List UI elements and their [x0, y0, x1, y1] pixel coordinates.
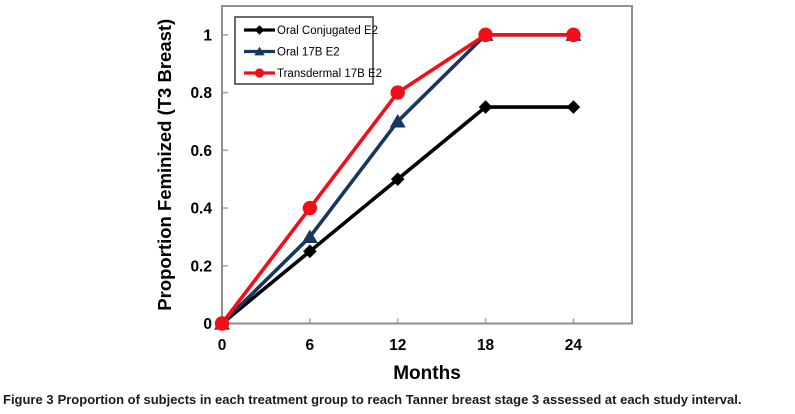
x-axis: 0 6 12 18 24 Months [218, 318, 583, 384]
legend-marker-triangle [254, 46, 265, 56]
x-tick-label: 6 [306, 337, 315, 354]
series-transdermal-17b-e2 [214, 27, 581, 331]
x-tick-label: 12 [389, 337, 406, 354]
x-tick-label: 24 [565, 337, 583, 354]
y-tick-label: 0.6 [190, 143, 212, 160]
legend-item-oral-conjugated-e2: Oral Conjugated E2 [244, 25, 378, 37]
data-point-marker [566, 27, 581, 43]
legend-label: Transdermal 17B E2 [277, 68, 382, 80]
plot-border [221, 5, 633, 325]
x-axis-title: Months [393, 363, 461, 384]
legend-label: Oral Conjugated E2 [277, 25, 378, 37]
data-point-marker [478, 27, 493, 43]
legend-label: Oral 17B E2 [277, 47, 340, 59]
x-tick-label: 18 [477, 337, 495, 354]
data-point-marker [390, 85, 405, 100]
data-point-marker [389, 114, 406, 128]
data-point-marker [301, 229, 318, 243]
y-tick-label: 0.2 [190, 258, 212, 275]
figure-caption-text: Proportion of subjects in each treatment… [57, 392, 742, 407]
y-tick-label: 0.8 [190, 85, 212, 102]
y-tick-label: 1 [203, 27, 212, 44]
figure-caption: Figure 3 Proportion of subjects in each t… [3, 392, 792, 408]
chart: 0 6 12 18 24 Months 0 0.2 0.4 0.6 0.8 1 Proportion F… [154, 5, 633, 384]
data-point-marker [390, 172, 405, 186]
series-line [220, 105, 574, 325]
legend: Oral Conjugated E2 Oral 17B E2 Transdermal… [234, 16, 382, 85]
plot-area [221, 5, 633, 325]
data-point-marker [302, 200, 318, 216]
data-point-marker [303, 244, 317, 259]
y-axis-title: Proportion Feminized (T3 Breast) [154, 19, 175, 311]
series-oral-conjugated-e2 [215, 100, 581, 331]
data-point-marker [214, 316, 230, 331]
figure-caption-label: Figure 3 [3, 392, 54, 407]
x-tick-label: 0 [218, 337, 227, 354]
legend-marker-circle [254, 68, 265, 78]
legend-item-transdermal-17b-e2: Transdermal 17B E2 [244, 68, 382, 80]
legend-item-oral-17b-e2: Oral 17B E2 [244, 47, 340, 59]
y-tick-label: 0.4 [190, 201, 212, 218]
data-point-marker [478, 100, 493, 114]
y-tick-label: 0 [203, 316, 212, 333]
legend-marker-diamond [254, 25, 265, 35]
data-point-marker [566, 100, 581, 114]
y-axis: 0 0.2 0.4 0.6 0.8 1 Proportion Feminized (T3 B… [154, 19, 228, 333]
